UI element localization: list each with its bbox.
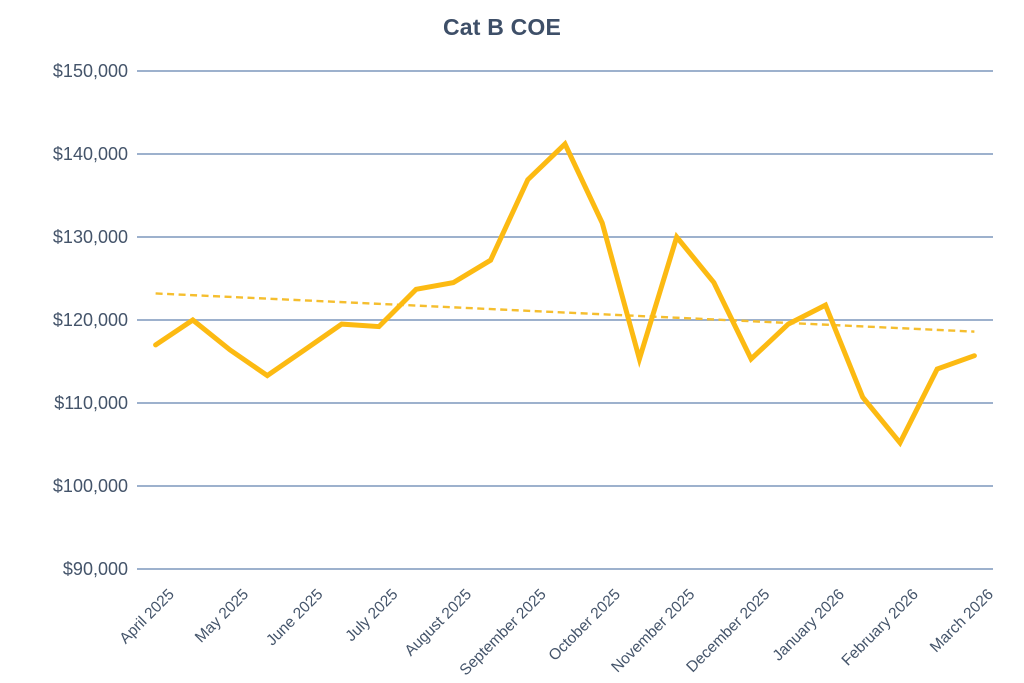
chart-title: Cat B COE: [442, 14, 562, 40]
trendline: [155, 292, 975, 333]
y-axis-tick-label: $110,000: [54, 393, 128, 413]
y-axis-tick-label: $90,000: [62, 559, 128, 579]
y-axis-tick-label: $130,000: [52, 227, 128, 247]
y-axis-tick-label: $150,000: [52, 61, 128, 81]
y-axis-tick-label: $120,000: [52, 310, 128, 330]
series-line: [153, 139, 977, 448]
y-axis-tick-label: $100,000: [52, 476, 128, 496]
y-axis-tick-label: $140,000: [52, 144, 128, 164]
